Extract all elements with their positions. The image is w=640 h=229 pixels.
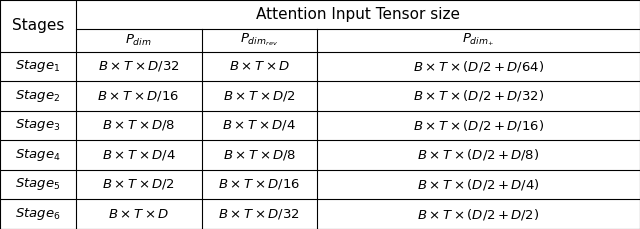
Text: $B \times T \times D$: $B \times T \times D$ [108,207,169,221]
Text: $P_{dim_{rev}}$: $P_{dim_{rev}}$ [240,32,278,48]
Text: $B \times T \times D/2$: $B \times T \times D/2$ [102,177,175,191]
Text: $P_{dim_{+}}$: $P_{dim_{+}}$ [462,32,495,48]
Text: $B \times T \times D/32$: $B \times T \times D/32$ [218,207,300,221]
Text: $B \times T \times (D/2+D/16)$: $B \times T \times (D/2+D/16)$ [413,118,544,133]
Text: $B \times T \times (D/2+D/2)$: $B \times T \times (D/2+D/2)$ [417,207,540,221]
Text: $P_{dim}$: $P_{dim}$ [125,33,152,48]
Text: $B \times T \times D$: $B \times T \times D$ [228,60,290,73]
Text: $Stage_4$: $Stage_4$ [15,147,61,163]
Text: Stages: Stages [12,18,64,33]
Text: $B \times T \times D/8$: $B \times T \times D/8$ [223,148,296,162]
Text: $B \times T \times (D/2+D/64)$: $B \times T \times (D/2+D/64)$ [413,59,544,74]
Text: Attention Input Tensor size: Attention Input Tensor size [256,7,460,22]
Text: $B \times T \times (D/2+D/32)$: $B \times T \times (D/2+D/32)$ [413,88,544,103]
Text: $B \times T \times D/16$: $B \times T \times D/16$ [218,177,300,191]
Text: $B \times T \times D/32$: $B \times T \times D/32$ [97,59,180,73]
Text: $B \times T \times D/2$: $B \times T \times D/2$ [223,89,296,103]
Text: $Stage_3$: $Stage_3$ [15,117,60,133]
Text: $B \times T \times (D/2+D/8)$: $B \times T \times (D/2+D/8)$ [417,147,540,162]
Text: $B \times T \times D/8$: $B \times T \times D/8$ [102,118,175,132]
Text: $B \times T \times D/4$: $B \times T \times D/4$ [222,118,296,132]
Text: $Stage_2$: $Stage_2$ [15,88,60,104]
Text: $B \times T \times D/4$: $B \times T \times D/4$ [102,148,175,162]
Text: $Stage_6$: $Stage_6$ [15,206,61,222]
Text: $Stage_1$: $Stage_1$ [15,58,60,74]
Text: $Stage_5$: $Stage_5$ [15,177,60,192]
Text: $B \times T \times (D/2+D/4)$: $B \times T \times (D/2+D/4)$ [417,177,540,192]
Text: $B \times T \times D/16$: $B \times T \times D/16$ [97,89,180,103]
